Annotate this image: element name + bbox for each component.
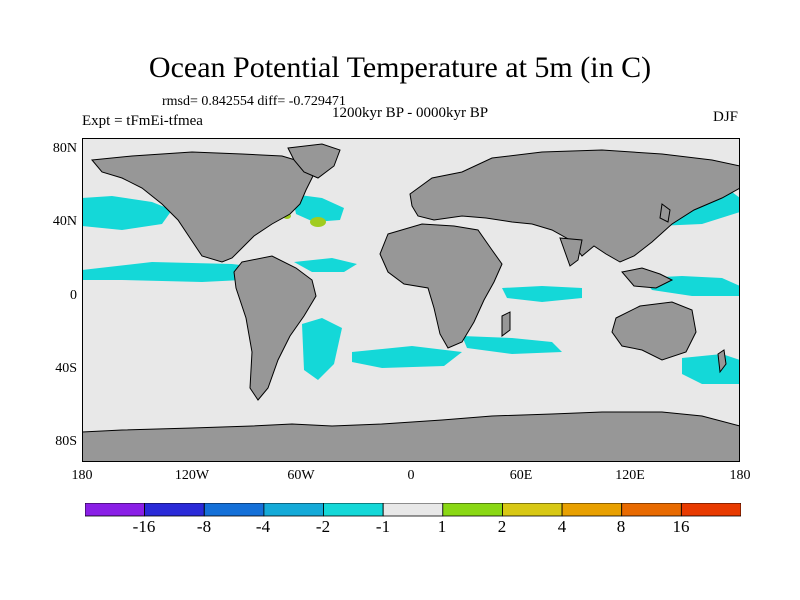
landmass-japan <box>659 203 671 223</box>
x-tick-180e: 180 <box>729 468 751 483</box>
x-tick-120w: 120W <box>174 468 210 483</box>
landmass-new-zealand <box>717 349 727 374</box>
x-tick-60w: 60W <box>287 468 315 483</box>
colorbar-label-2: -8 <box>196 517 212 536</box>
y-tick-80s: 80S <box>55 434 77 449</box>
colorbar-label-7: 2 <box>497 517 507 536</box>
colorbar-bin-7 <box>442 503 503 517</box>
x-tick-120e: 120E <box>615 468 645 483</box>
colorbar-bin-5 <box>323 503 384 517</box>
x-tick-180w: 180 <box>71 468 93 483</box>
landmass-greenland <box>287 143 341 179</box>
colorbar-bin-3 <box>203 503 265 517</box>
land-masses <box>82 143 740 462</box>
x-tick-0: 0 <box>407 468 415 483</box>
colorbar-label-9: 8 <box>616 517 626 536</box>
x-tick-60e: 60E <box>509 468 533 483</box>
cool-region-east-pacific <box>82 262 282 282</box>
colorbar-bin-11 <box>681 503 741 517</box>
colorbar-label-1: -16 <box>132 517 156 536</box>
cool-region-south-pacific <box>302 318 342 380</box>
colorbar-bin-2 <box>144 503 205 517</box>
landmass-south-america <box>233 255 317 401</box>
experiment-label: Expt = tFmEi-tfmea <box>82 113 203 129</box>
colorbar-label-4: -2 <box>315 517 331 536</box>
colorbar-label-8: 4 <box>557 517 567 536</box>
season-label: DJF <box>712 109 738 125</box>
y-tick-0: 0 <box>70 288 77 303</box>
y-tick-40n: 40N <box>52 214 77 229</box>
period-text: 1200kyr BP - 0000kyr BP <box>331 105 489 121</box>
landmass-north-america <box>91 151 315 263</box>
landmass-europe-asia <box>409 149 740 263</box>
landmass-southeast-asia-islands <box>621 267 674 289</box>
landmass-africa <box>379 223 503 349</box>
map-frame <box>82 138 740 462</box>
cool-region-central-atlantic <box>294 258 357 272</box>
landmass-madagascar <box>501 311 511 337</box>
map-plot <box>82 138 740 462</box>
colorbar-label-6: 1 <box>437 517 447 536</box>
cool-region-southern-ocean-1 <box>352 346 462 368</box>
colorbar-label-10: 16 <box>672 517 690 536</box>
colorbar-bin-9 <box>561 503 623 517</box>
cool-region-south-atlantic <box>462 336 562 354</box>
y-tick-80n: 80N <box>52 141 77 156</box>
landmass-antarctica <box>82 411 740 462</box>
cool-region-north-atlantic <box>292 194 344 222</box>
colorbar-bin-4 <box>263 503 324 517</box>
colorbar-label-3: -4 <box>255 517 271 536</box>
chart-title: Ocean Potential Temperature at 5m (in C) <box>148 51 652 84</box>
landmass-india <box>559 237 583 267</box>
colorbar-bin-6 <box>382 503 444 517</box>
colorbar-bin-10 <box>621 503 682 517</box>
cool-region-north-pacific <box>82 196 172 230</box>
colorbar-label-5: -1 <box>375 517 391 536</box>
colorbar-bin-1 <box>85 503 145 517</box>
colorbar-bin-8 <box>502 503 563 517</box>
warm-patch-2 <box>310 217 326 227</box>
landmass-australia <box>611 301 697 361</box>
cool-region-indian-ocean <box>502 286 582 302</box>
y-tick-40s: 40S <box>55 361 77 376</box>
stats-text: rmsd= 0.842554 diff= -0.729471 <box>162 94 346 109</box>
colorbar <box>85 503 741 517</box>
